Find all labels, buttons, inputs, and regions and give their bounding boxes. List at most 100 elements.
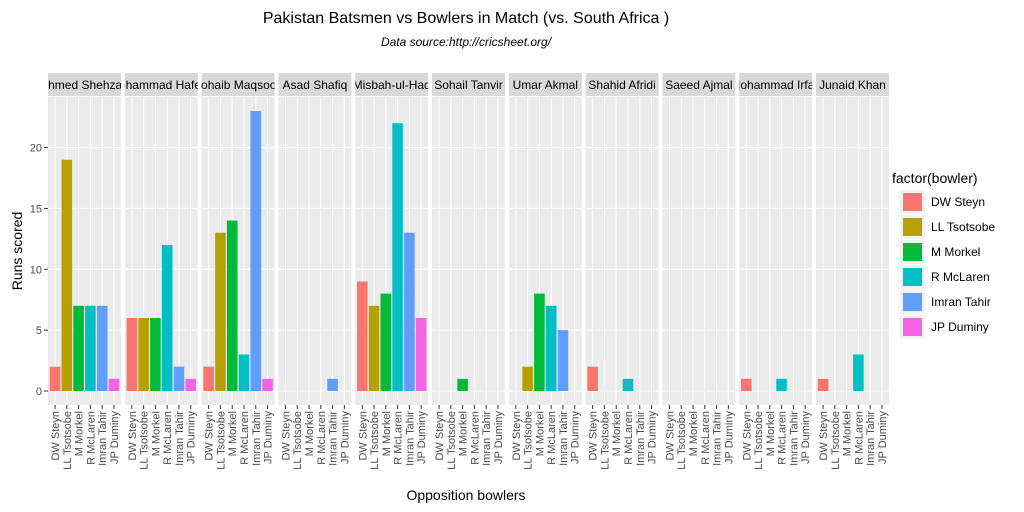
strip-label: Sohaib Maqsood	[193, 78, 283, 92]
bar	[545, 305, 557, 391]
strip-label: Shahid Afridi	[588, 78, 655, 92]
legend-label: DW Steyn	[931, 195, 985, 209]
strip-label: Umar Akmal	[513, 78, 578, 92]
bar	[534, 293, 545, 391]
x-tick-label: DW Steyn	[357, 411, 369, 461]
x-tick-label: DW Steyn	[741, 411, 753, 461]
x-tick-label: M Morkel	[688, 411, 700, 456]
strip-label: Mohammad Irfan	[730, 78, 821, 92]
x-tick-label: Imran Tahir	[174, 411, 186, 466]
bar	[457, 378, 468, 391]
x-tick-label: R McLaren	[316, 411, 328, 465]
x-tick-label: M Morkel	[765, 411, 777, 456]
x-tick-label: R McLaren	[700, 411, 712, 465]
panel-background	[739, 97, 813, 405]
bar	[185, 378, 197, 391]
x-tick-label: LL Tsotsobe	[139, 411, 151, 470]
legend-swatch	[903, 218, 922, 236]
bar	[61, 159, 73, 391]
strip-background	[201, 73, 275, 96]
x-tick-label: Imran Tahir	[865, 411, 877, 466]
x-tick-label: R McLaren	[239, 411, 251, 465]
bar	[96, 305, 108, 391]
x-tick-label: R McLaren	[777, 411, 789, 465]
strip-label: Asad Shafiq	[283, 78, 348, 92]
bar	[238, 354, 250, 391]
x-tick-label: LL Tsotsobe	[62, 411, 74, 470]
x-tick-label: M Morkel	[150, 411, 162, 456]
x-tick-label: DW Steyn	[511, 411, 523, 461]
strip-label: Saeed Ajmal	[665, 78, 732, 92]
strip-label: Junaid Khan	[819, 78, 886, 92]
bar	[380, 293, 392, 391]
x-tick-label: JP Duminy	[493, 411, 505, 464]
bar	[817, 378, 829, 391]
x-tick-label: M Morkel	[381, 411, 393, 456]
bar	[776, 378, 787, 391]
x-tick-label: JP Duminy	[339, 411, 351, 464]
strip-label: Misbah-ul-Haq	[353, 78, 431, 92]
legend-label: M Morkel	[931, 245, 980, 259]
panel-background	[508, 97, 582, 405]
x-tick-label: Imran Tahir	[481, 411, 493, 466]
bar	[150, 317, 161, 391]
x-tick-label: LL Tsotsobe	[446, 411, 458, 470]
x-tick-label: DW Steyn	[127, 411, 139, 461]
x-tick-label: Imran Tahir	[788, 411, 800, 466]
x-tick-label: DW Steyn	[818, 411, 830, 461]
panel-background	[816, 97, 889, 405]
x-tick-label: Imran Tahir	[251, 411, 263, 466]
x-tick-label: DW Steyn	[588, 411, 600, 461]
bar	[215, 232, 226, 391]
bar	[85, 305, 96, 391]
bar	[203, 366, 214, 391]
x-axis-label: Opposition bowlers	[406, 487, 525, 503]
x-tick-label: DW Steyn	[434, 411, 446, 461]
x-tick-label: R McLaren	[85, 411, 97, 465]
x-tick-label: R McLaren	[623, 411, 635, 465]
x-tick-label: M Morkel	[74, 411, 86, 456]
panel-background	[278, 97, 352, 405]
strip-background	[585, 73, 659, 96]
panel-background	[201, 97, 275, 405]
x-tick-label: Imran Tahir	[712, 411, 724, 466]
x-tick-label: LL Tsotsobe	[523, 411, 535, 470]
x-tick-label: LL Tsotsobe	[599, 411, 611, 470]
strip-background	[355, 73, 429, 96]
x-tick-label: R McLaren	[546, 411, 558, 465]
x-tick-label: R McLaren	[469, 411, 481, 465]
x-tick-label: Imran Tahir	[328, 411, 340, 466]
panel-background	[585, 97, 659, 405]
x-tick-label: DW Steyn	[664, 411, 676, 461]
x-tick-label: R McLaren	[853, 411, 865, 465]
legend-title: factor(bowler)	[892, 170, 978, 186]
x-tick-label: Imran Tahir	[97, 411, 109, 466]
strip-label: Ahmed Shehzad	[40, 78, 129, 92]
legend-label: JP Duminy	[931, 320, 989, 334]
strip-background	[662, 73, 736, 96]
strip-background	[739, 73, 813, 96]
legend-swatch	[903, 318, 922, 336]
bar	[392, 123, 403, 391]
bar	[587, 366, 598, 391]
x-tick-label: DW Steyn	[280, 411, 292, 461]
x-tick-label: LL Tsotsobe	[830, 411, 842, 470]
panel-background	[432, 97, 505, 405]
x-tick-label: M Morkel	[534, 411, 546, 456]
x-tick-label: LL Tsotsobe	[292, 411, 304, 470]
bar	[557, 330, 569, 391]
strip-background	[432, 73, 505, 96]
x-tick-label: M Morkel	[304, 411, 316, 456]
bar	[262, 378, 273, 391]
x-tick-label: Imran Tahir	[404, 411, 416, 466]
legend-label: Imran Tahir	[931, 295, 991, 309]
bar	[356, 281, 368, 391]
y-axis-label: Runs scored	[9, 212, 25, 291]
legend-swatch	[903, 243, 922, 261]
x-tick-label: LL Tsotsobe	[215, 411, 227, 470]
legend-swatch	[903, 268, 922, 286]
legend-label: R McLaren	[931, 270, 990, 284]
y-tick-label: 10	[30, 264, 42, 276]
bar	[49, 366, 61, 391]
legend-swatch	[903, 193, 922, 211]
